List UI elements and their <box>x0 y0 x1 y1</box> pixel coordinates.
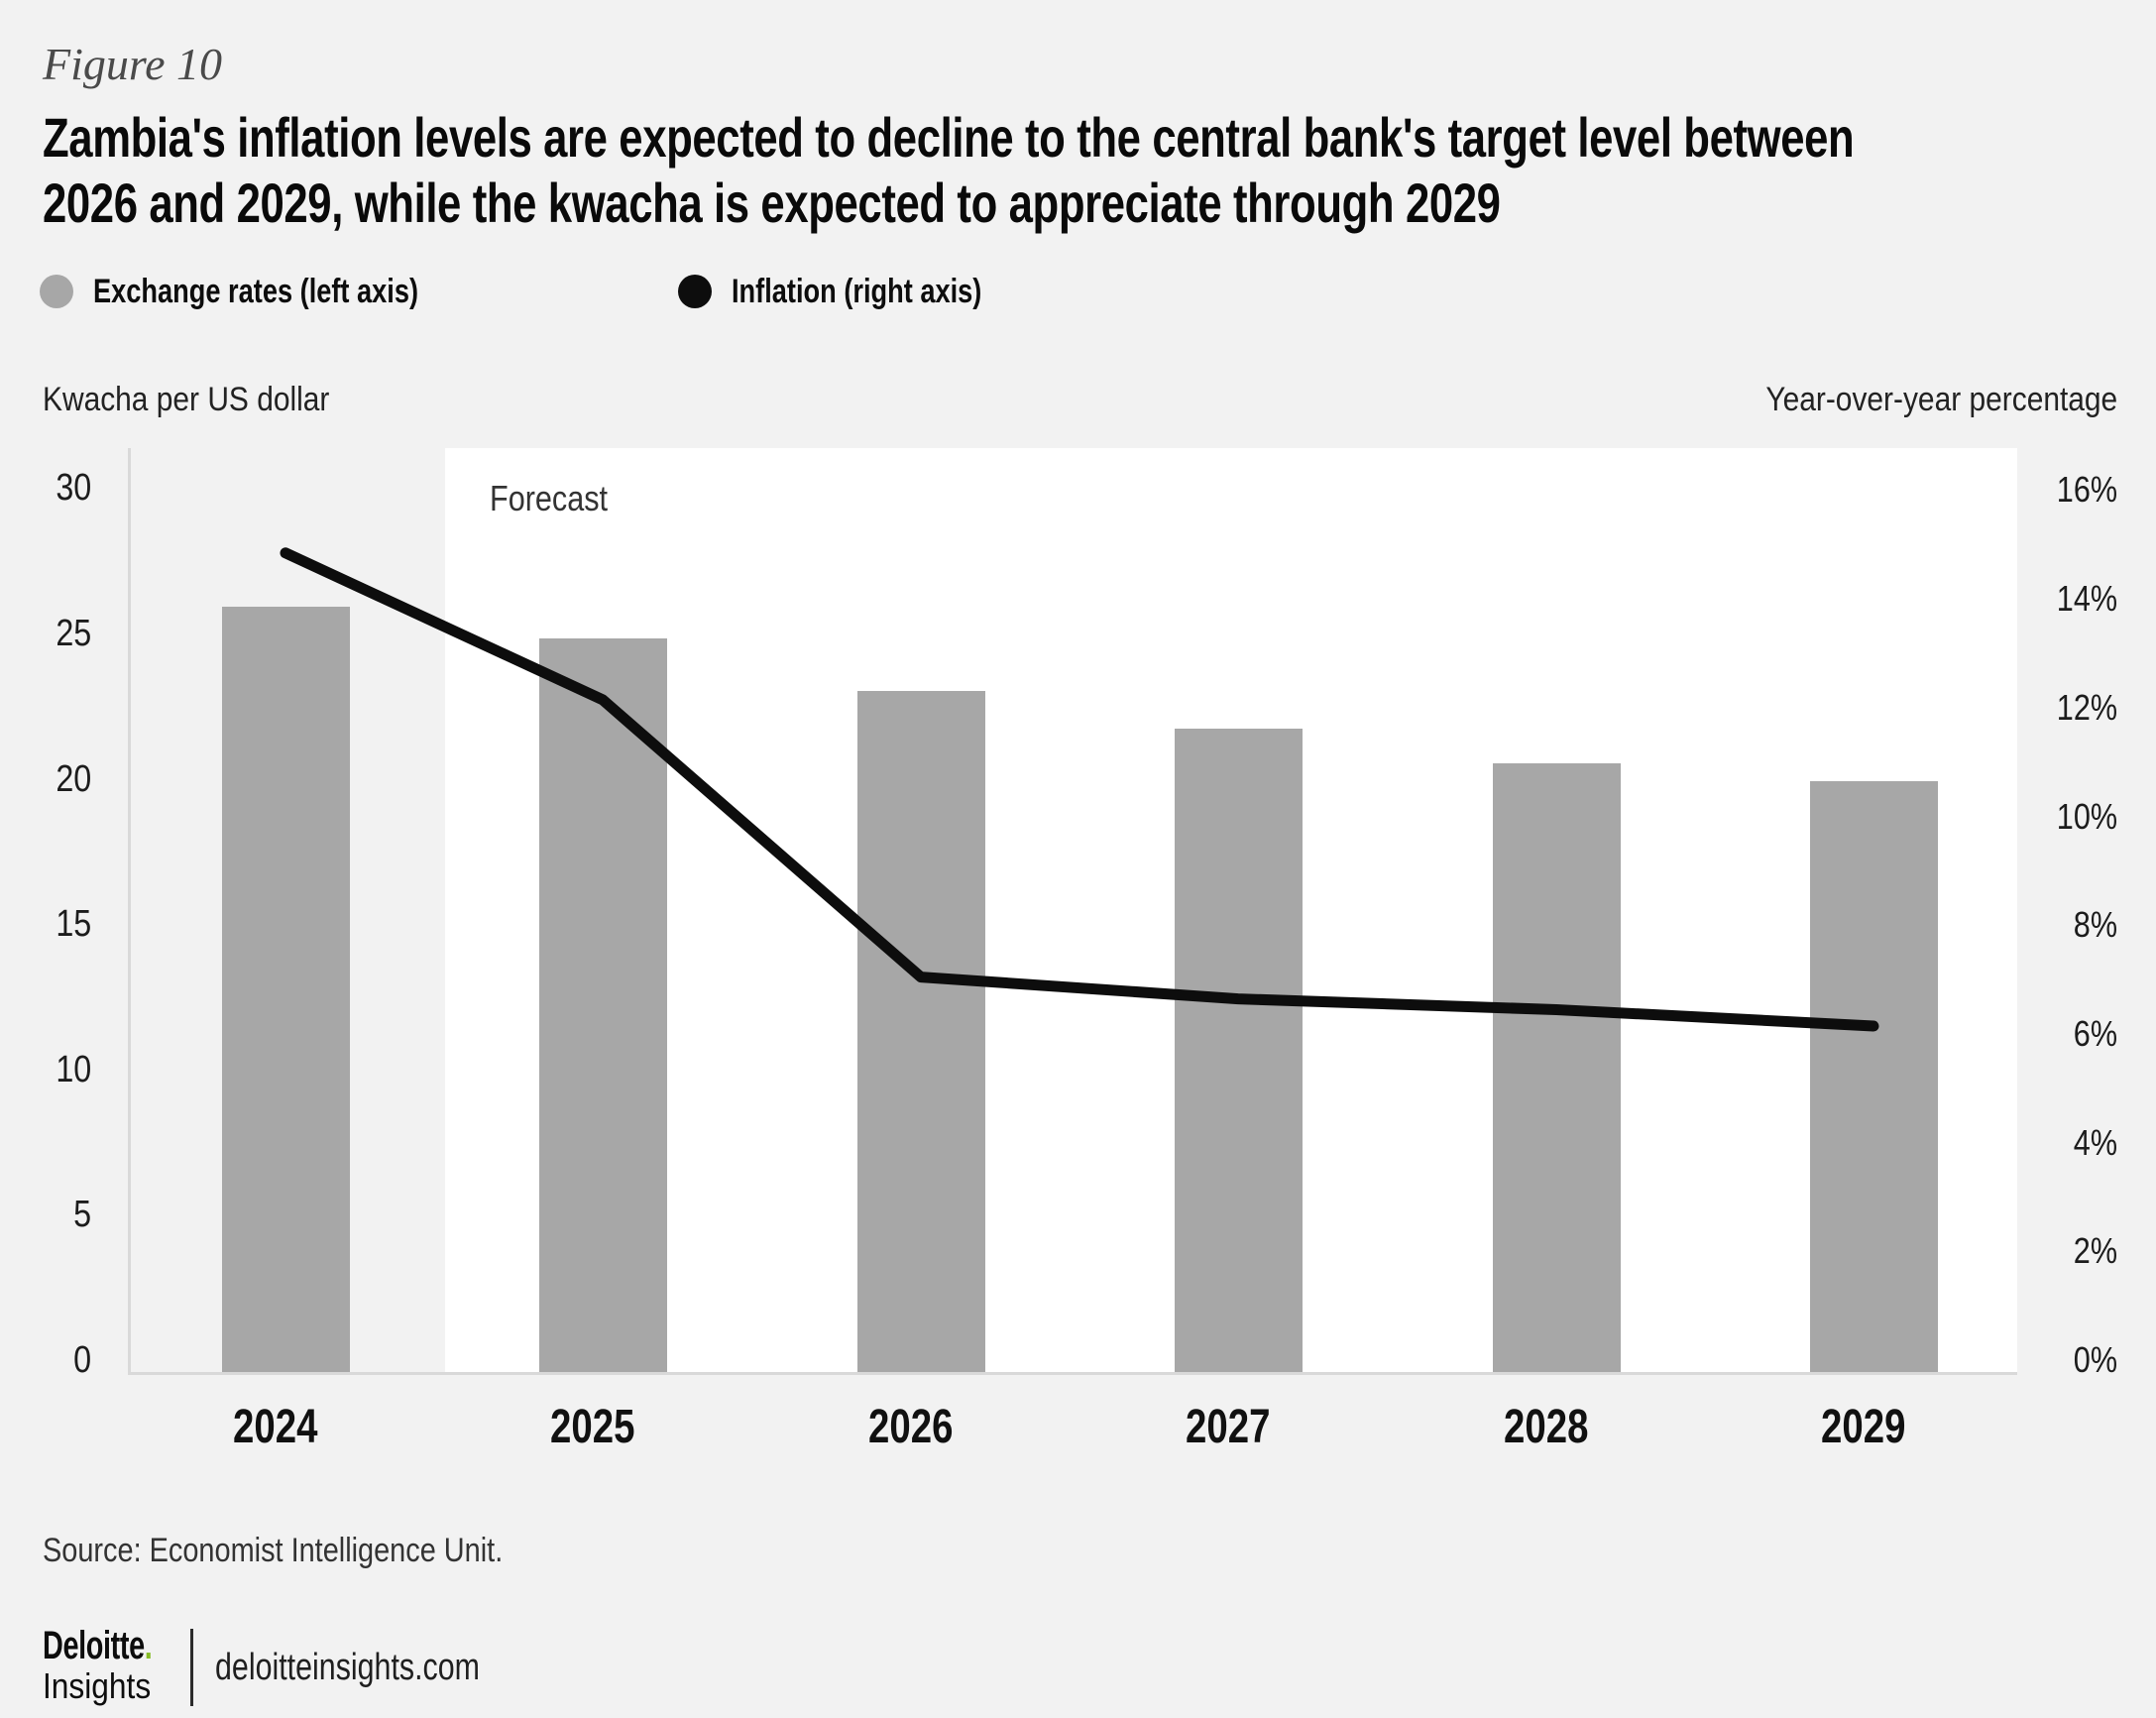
left-tick-10: 10 <box>56 1048 91 1090</box>
figure-label: Figure 10 <box>43 39 222 89</box>
right-tick-8: 8% <box>2073 904 2117 946</box>
source-note: Source: Economist Intelligence Unit. <box>43 1532 504 1569</box>
legend-label-inflation: Inflation (right axis) <box>732 272 982 310</box>
right-tick-6: 6% <box>2073 1012 2117 1054</box>
left-tick-30: 30 <box>56 467 91 510</box>
deloitte-insights-logo: Deloitte. Insights <box>43 1624 194 1705</box>
chart-title-line-2: 2026 and 2029, while the kwacha is expec… <box>43 172 1501 234</box>
plot-area: Forecast <box>128 448 2017 1375</box>
right-tick-10: 10% <box>2056 795 2117 837</box>
left-tick-25: 25 <box>56 612 91 654</box>
chart-title-line-1: Zambia's inflation levels are expected t… <box>43 106 1855 169</box>
bar-2027 <box>1174 728 1303 1374</box>
bar-2026 <box>856 690 985 1374</box>
bar-2024 <box>221 606 350 1374</box>
year-label-2026: 2026 <box>867 1401 954 1453</box>
right-tick-16: 16% <box>2056 469 2117 511</box>
y-axis-line <box>128 448 131 1374</box>
legend-item-inflation: Inflation (right axis) <box>678 273 1044 311</box>
right-tick-14: 14% <box>2056 578 2117 620</box>
brand-green-dot-icon: . <box>144 1624 153 1667</box>
inflation-line <box>280 547 1879 1032</box>
right-tick-12: 12% <box>2056 686 2117 728</box>
x-axis-line <box>128 1372 2017 1375</box>
brand-wordmark: Deloitte <box>43 1624 145 1667</box>
year-label-2029: 2029 <box>1820 1401 1906 1453</box>
left-tick-15: 15 <box>56 903 91 946</box>
brand-subname: Insights <box>43 1665 152 1706</box>
year-label-2028: 2028 <box>1503 1401 1589 1453</box>
left-axis-title: Kwacha per US dollar <box>43 381 330 418</box>
year-label-2024: 2024 <box>232 1401 318 1453</box>
bar-2029 <box>1809 780 1938 1374</box>
footer-divider <box>190 1629 193 1706</box>
left-tick-5: 5 <box>73 1194 91 1236</box>
right-tick-2: 2% <box>2073 1230 2117 1272</box>
right-tick-4: 4% <box>2073 1121 2117 1163</box>
legend-label-exchange-rates: Exchange rates (left axis) <box>93 272 419 310</box>
legend: Exchange rates (left axis) Inflation (ri… <box>40 264 1045 319</box>
year-label-2027: 2027 <box>1185 1401 1271 1453</box>
legend-item-exchange-rates: Exchange rates (left axis) <box>40 273 500 311</box>
left-tick-0: 0 <box>73 1339 91 1381</box>
forecast-label: Forecast <box>490 478 609 518</box>
site-link[interactable]: deloitteinsights.com <box>215 1647 480 1688</box>
chart-title: Zambia's inflation levels are expected t… <box>43 105 2156 236</box>
year-label-2025: 2025 <box>549 1401 635 1453</box>
inflation-swatch-icon <box>678 275 713 308</box>
right-tick-0: 0% <box>2073 1339 2117 1380</box>
bar-2025 <box>538 638 667 1374</box>
exchange-rates-swatch-icon <box>40 275 73 308</box>
left-tick-20: 20 <box>56 757 91 800</box>
bar-2028 <box>1492 763 1621 1374</box>
right-axis-title: Year-over-year percentage <box>1765 381 2117 418</box>
